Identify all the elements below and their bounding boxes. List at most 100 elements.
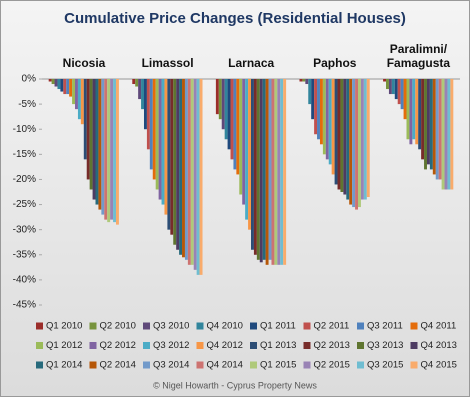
y-tick-label: -40% xyxy=(13,275,36,286)
bar xyxy=(72,79,76,105)
bar xyxy=(346,79,350,200)
bar xyxy=(331,79,335,175)
legend-swatch xyxy=(303,361,311,369)
bar xyxy=(115,79,119,225)
y-tick-label: -10% xyxy=(13,124,36,135)
legend-swatch xyxy=(357,342,364,349)
bar xyxy=(444,79,448,190)
bar xyxy=(54,79,58,87)
bar xyxy=(418,79,422,150)
bar xyxy=(236,79,240,175)
bar xyxy=(239,79,243,195)
bar xyxy=(429,79,433,170)
legend-label: Q4 2014 xyxy=(207,360,243,371)
bar xyxy=(271,79,275,265)
bar xyxy=(388,79,392,95)
bar xyxy=(386,79,389,90)
bar xyxy=(196,79,200,275)
legend-swatch xyxy=(143,361,150,369)
bar xyxy=(48,79,52,82)
bar xyxy=(57,79,61,90)
bar xyxy=(190,79,194,265)
bar xyxy=(274,79,278,265)
bar xyxy=(441,79,445,190)
bar xyxy=(95,79,99,205)
legend-label: Q4 2012 xyxy=(207,340,243,351)
bar xyxy=(69,79,73,97)
category-label: Nicosia xyxy=(62,56,106,70)
bar xyxy=(406,79,410,140)
bar xyxy=(317,79,320,140)
legend-label: Q1 2013 xyxy=(260,340,296,351)
legend-label: Q1 2014 xyxy=(46,360,82,371)
bar xyxy=(215,79,219,115)
bar xyxy=(184,79,188,260)
bar xyxy=(394,79,398,100)
legend-swatch xyxy=(143,342,150,349)
legend-label: Q2 2010 xyxy=(100,321,136,332)
legend-swatch xyxy=(89,322,97,330)
footer: © Nigel Howarth - Cyprus Property News xyxy=(153,380,317,390)
legend-swatch xyxy=(89,361,97,369)
bar xyxy=(397,79,401,105)
bar xyxy=(363,79,367,200)
bar xyxy=(415,79,419,145)
bar xyxy=(218,79,222,120)
bar xyxy=(421,79,425,160)
bar xyxy=(152,79,156,180)
legend-swatch xyxy=(250,322,257,330)
bar xyxy=(60,79,64,92)
bar xyxy=(311,79,315,120)
legend-label: Q2 2012 xyxy=(100,340,136,351)
bar xyxy=(403,79,407,120)
legend-swatch xyxy=(196,322,204,330)
bar xyxy=(262,79,266,260)
bar xyxy=(138,79,142,100)
bar xyxy=(193,79,197,270)
legend-swatch xyxy=(410,361,418,369)
legend-label: Q3 2013 xyxy=(367,340,403,351)
bar xyxy=(268,79,272,260)
bar xyxy=(328,79,332,165)
bar xyxy=(322,79,326,155)
bar xyxy=(141,79,144,110)
bar xyxy=(245,79,249,220)
bar xyxy=(161,79,165,205)
bar xyxy=(426,79,430,165)
bar xyxy=(280,79,284,265)
bar xyxy=(305,79,309,85)
bar xyxy=(221,79,225,130)
legend-swatch xyxy=(89,342,97,349)
y-tick-label: -25% xyxy=(13,199,36,210)
y-tick-label: -5% xyxy=(18,99,36,110)
bar xyxy=(155,79,159,190)
bar xyxy=(75,79,78,110)
category-label: Paphos xyxy=(313,56,357,70)
legend-swatch xyxy=(357,322,364,330)
legend-label: Q4 2011 xyxy=(421,321,457,332)
bar xyxy=(251,79,254,250)
bar xyxy=(92,79,96,200)
category-label: Paralimni/ Famagusta xyxy=(386,42,451,70)
bar xyxy=(182,79,185,258)
bar xyxy=(283,79,287,265)
bar xyxy=(51,79,55,85)
bar xyxy=(113,79,116,223)
bar xyxy=(146,79,150,150)
bar xyxy=(107,79,111,223)
bar xyxy=(101,79,105,215)
legend-swatch xyxy=(36,322,43,330)
legend-swatch xyxy=(250,342,257,349)
chart-title: Cumulative Price Changes (Residential Ho… xyxy=(64,10,406,27)
legend-label: Q4 2013 xyxy=(421,340,457,351)
bar xyxy=(314,79,318,135)
legend-swatch xyxy=(36,342,43,349)
bar xyxy=(340,79,344,192)
bar xyxy=(400,79,404,110)
bar xyxy=(360,79,364,200)
bar xyxy=(170,79,174,235)
bar xyxy=(83,79,87,160)
legend-label: Q3 2012 xyxy=(153,340,189,351)
legend-label: Q1 2012 xyxy=(46,340,82,351)
bar xyxy=(199,79,203,275)
